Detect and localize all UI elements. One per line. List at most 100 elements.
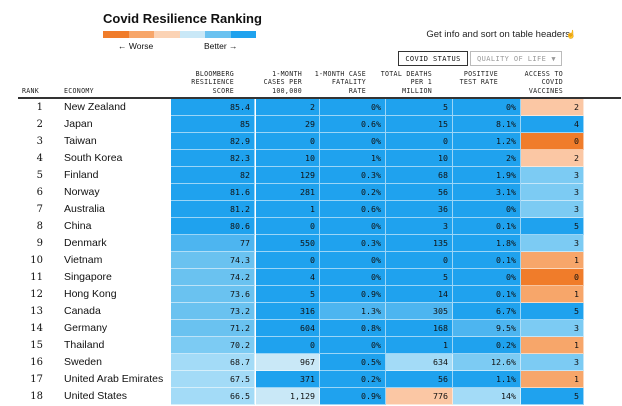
rank-number: 11: [30, 272, 43, 283]
cell-fatality-rate: 0.2%: [320, 184, 386, 201]
economy-name: Finland: [64, 169, 99, 181]
economy-name: Singapore: [64, 271, 112, 283]
cell-fatality-rate: 0.6%: [320, 116, 386, 133]
rank-number: 15: [30, 340, 43, 351]
economy-name: Sweden: [64, 356, 102, 368]
cell-total-deaths: 10: [386, 150, 453, 167]
cell-vaccine-access: 3: [521, 201, 584, 218]
cell-vaccine-access: 2: [521, 150, 584, 167]
cell-fatality-rate: 0%: [320, 99, 386, 116]
table-row[interactable]: 4 South Korea 82.3 10 1% 10 2% 2: [18, 150, 622, 167]
legend-worse-label: ← Worse: [118, 41, 154, 51]
cell-fatality-rate: 0.3%: [320, 235, 386, 252]
header-total-deaths[interactable]: TOTAL DEATHS PER 1 MILLION: [380, 70, 432, 95]
cell-fatality-rate: 0.8%: [320, 320, 386, 337]
economy-name: Canada: [64, 305, 101, 317]
cell-cases: 371: [256, 371, 320, 388]
table-row[interactable]: 14 Germany 71.2 604 0.8% 168 9.5% 3: [18, 320, 622, 337]
header-fatality-rate[interactable]: 1-MONTH CASE FATALITY RATE: [314, 70, 366, 95]
cell-positive-test-rate: 0%: [453, 201, 521, 218]
cell-resilience-score: 82: [171, 167, 255, 184]
rank-number: 8: [36, 221, 43, 232]
economy-name: Hong Kong: [64, 288, 117, 300]
table-row[interactable]: 3 Taiwan 82.9 0 0% 0 1.2% 0: [18, 133, 622, 150]
economy-name: South Korea: [64, 152, 123, 164]
cell-total-deaths: 14: [386, 286, 453, 303]
pointer-hand-icon: ☝: [566, 30, 576, 39]
cell-total-deaths: 56: [386, 371, 453, 388]
tab-covid-status[interactable]: COVID STATUS: [398, 51, 468, 66]
cell-total-deaths: 15: [386, 116, 453, 133]
header-economy[interactable]: ECONOMY: [64, 87, 94, 95]
table-row[interactable]: 2 Japan 85 29 0.6% 15 8.1% 4: [18, 116, 622, 133]
rank-number: 7: [36, 204, 43, 215]
table-row[interactable]: 5 Finland 82 129 0.3% 68 1.9% 3: [18, 167, 622, 184]
cell-positive-test-rate: 1.2%: [453, 133, 521, 150]
cell-positive-test-rate: 0.2%: [453, 337, 521, 354]
cell-cases: 281: [256, 184, 320, 201]
chevron-down-icon: ▼: [551, 55, 556, 63]
table-row[interactable]: 18 United States 66.5 1,129 0.9% 776 14% 5: [18, 388, 622, 405]
rank-number: 16: [30, 357, 43, 368]
economy-name: Germany: [64, 322, 108, 334]
cell-cases: 0: [256, 218, 320, 235]
cell-positive-test-rate: 0%: [453, 269, 521, 286]
legend-swatch: [128, 31, 154, 38]
cell-positive-test-rate: 1.8%: [453, 235, 521, 252]
cell-vaccine-access: 3: [521, 354, 584, 371]
tab-quality-of-life-label: QUALITY OF LIFE: [477, 55, 547, 63]
economy-name: United Arab Emirates: [64, 373, 164, 385]
cell-resilience-score: 82.9: [171, 133, 255, 150]
header-rank[interactable]: RANK: [22, 87, 40, 95]
rank-number: 6: [36, 187, 43, 198]
cell-total-deaths: 1: [386, 337, 453, 354]
table-row[interactable]: 13 Canada 73.2 316 1.3% 305 6.7% 5: [18, 303, 622, 320]
cell-total-deaths: 0: [386, 133, 453, 150]
table-row[interactable]: 11 Singapore 74.2 4 0% 5 0% 0: [18, 269, 622, 286]
cell-positive-test-rate: 14%: [453, 388, 521, 405]
table-row[interactable]: 15 Thailand 70.2 0 0% 1 0.2% 1: [18, 337, 622, 354]
header-positive-test-rate[interactable]: POSITIVE TEST RATE: [459, 70, 498, 87]
rank-number: 10: [30, 255, 43, 266]
cell-vaccine-access: 0: [521, 269, 584, 286]
header-cases[interactable]: 1-MONTH CASES PER 100,000: [263, 70, 302, 95]
cell-cases: 967: [256, 354, 320, 371]
table-row[interactable]: 17 United Arab Emirates 67.5 371 0.2% 56 1.1% 1: [18, 371, 622, 388]
legend-swatch: [179, 31, 205, 38]
cell-fatality-rate: 0.9%: [320, 388, 386, 405]
cell-vaccine-access: 3: [521, 320, 584, 337]
cell-fatality-rate: 1.3%: [320, 303, 386, 320]
table-row[interactable]: 7 Australia 81.2 1 0.6% 36 0% 3: [18, 201, 622, 218]
cell-vaccine-access: 3: [521, 167, 584, 184]
cell-cases: 129: [256, 167, 320, 184]
table-row[interactable]: 12 Hong Kong 73.6 5 0.9% 14 0.1% 1: [18, 286, 622, 303]
cell-positive-test-rate: 0.1%: [453, 286, 521, 303]
cell-cases: 604: [256, 320, 320, 337]
cell-fatality-rate: 0%: [320, 269, 386, 286]
cell-vaccine-access: 2: [521, 99, 584, 116]
table-row[interactable]: 8 China 80.6 0 0% 3 0.1% 5: [18, 218, 622, 235]
cell-vaccine-access: 5: [521, 388, 584, 405]
cell-positive-test-rate: 1.1%: [453, 371, 521, 388]
cell-resilience-score: 82.3: [171, 150, 255, 167]
cell-cases: 0: [256, 337, 320, 354]
rank-number: 9: [36, 238, 43, 249]
page-title: Covid Resilience Ranking: [103, 11, 262, 26]
header-vaccine-access[interactable]: ACCESS TO COVID VACCINES: [524, 70, 563, 95]
economy-name: China: [64, 220, 92, 232]
table-row[interactable]: 16 Sweden 68.7 967 0.5% 634 12.6% 3: [18, 354, 622, 371]
cell-resilience-score: 68.7: [171, 354, 255, 371]
tab-quality-of-life[interactable]: QUALITY OF LIFE ▼: [470, 51, 562, 66]
table-row[interactable]: 9 Denmark 77 550 0.3% 135 1.8% 3: [18, 235, 622, 252]
rank-number: 1: [36, 102, 43, 113]
table-row[interactable]: 10 Vietnam 74.3 0 0% 0 0.1% 1: [18, 252, 622, 269]
header-resilience-score[interactable]: BLOOMBERG RESILIENCE SCORE: [191, 70, 234, 95]
legend-better-label: Better →: [204, 41, 238, 51]
economy-name: Norway: [64, 186, 100, 198]
rank-number: 2: [36, 119, 43, 130]
table-row[interactable]: 6 Norway 81.6 281 0.2% 56 3.1% 3: [18, 184, 622, 201]
cell-fatality-rate: 0.9%: [320, 286, 386, 303]
cell-positive-test-rate: 0.1%: [453, 218, 521, 235]
cell-resilience-score: 73.2: [171, 303, 255, 320]
table-row[interactable]: 1 New Zealand 85.4 2 0% 5 0% 2: [18, 99, 622, 116]
